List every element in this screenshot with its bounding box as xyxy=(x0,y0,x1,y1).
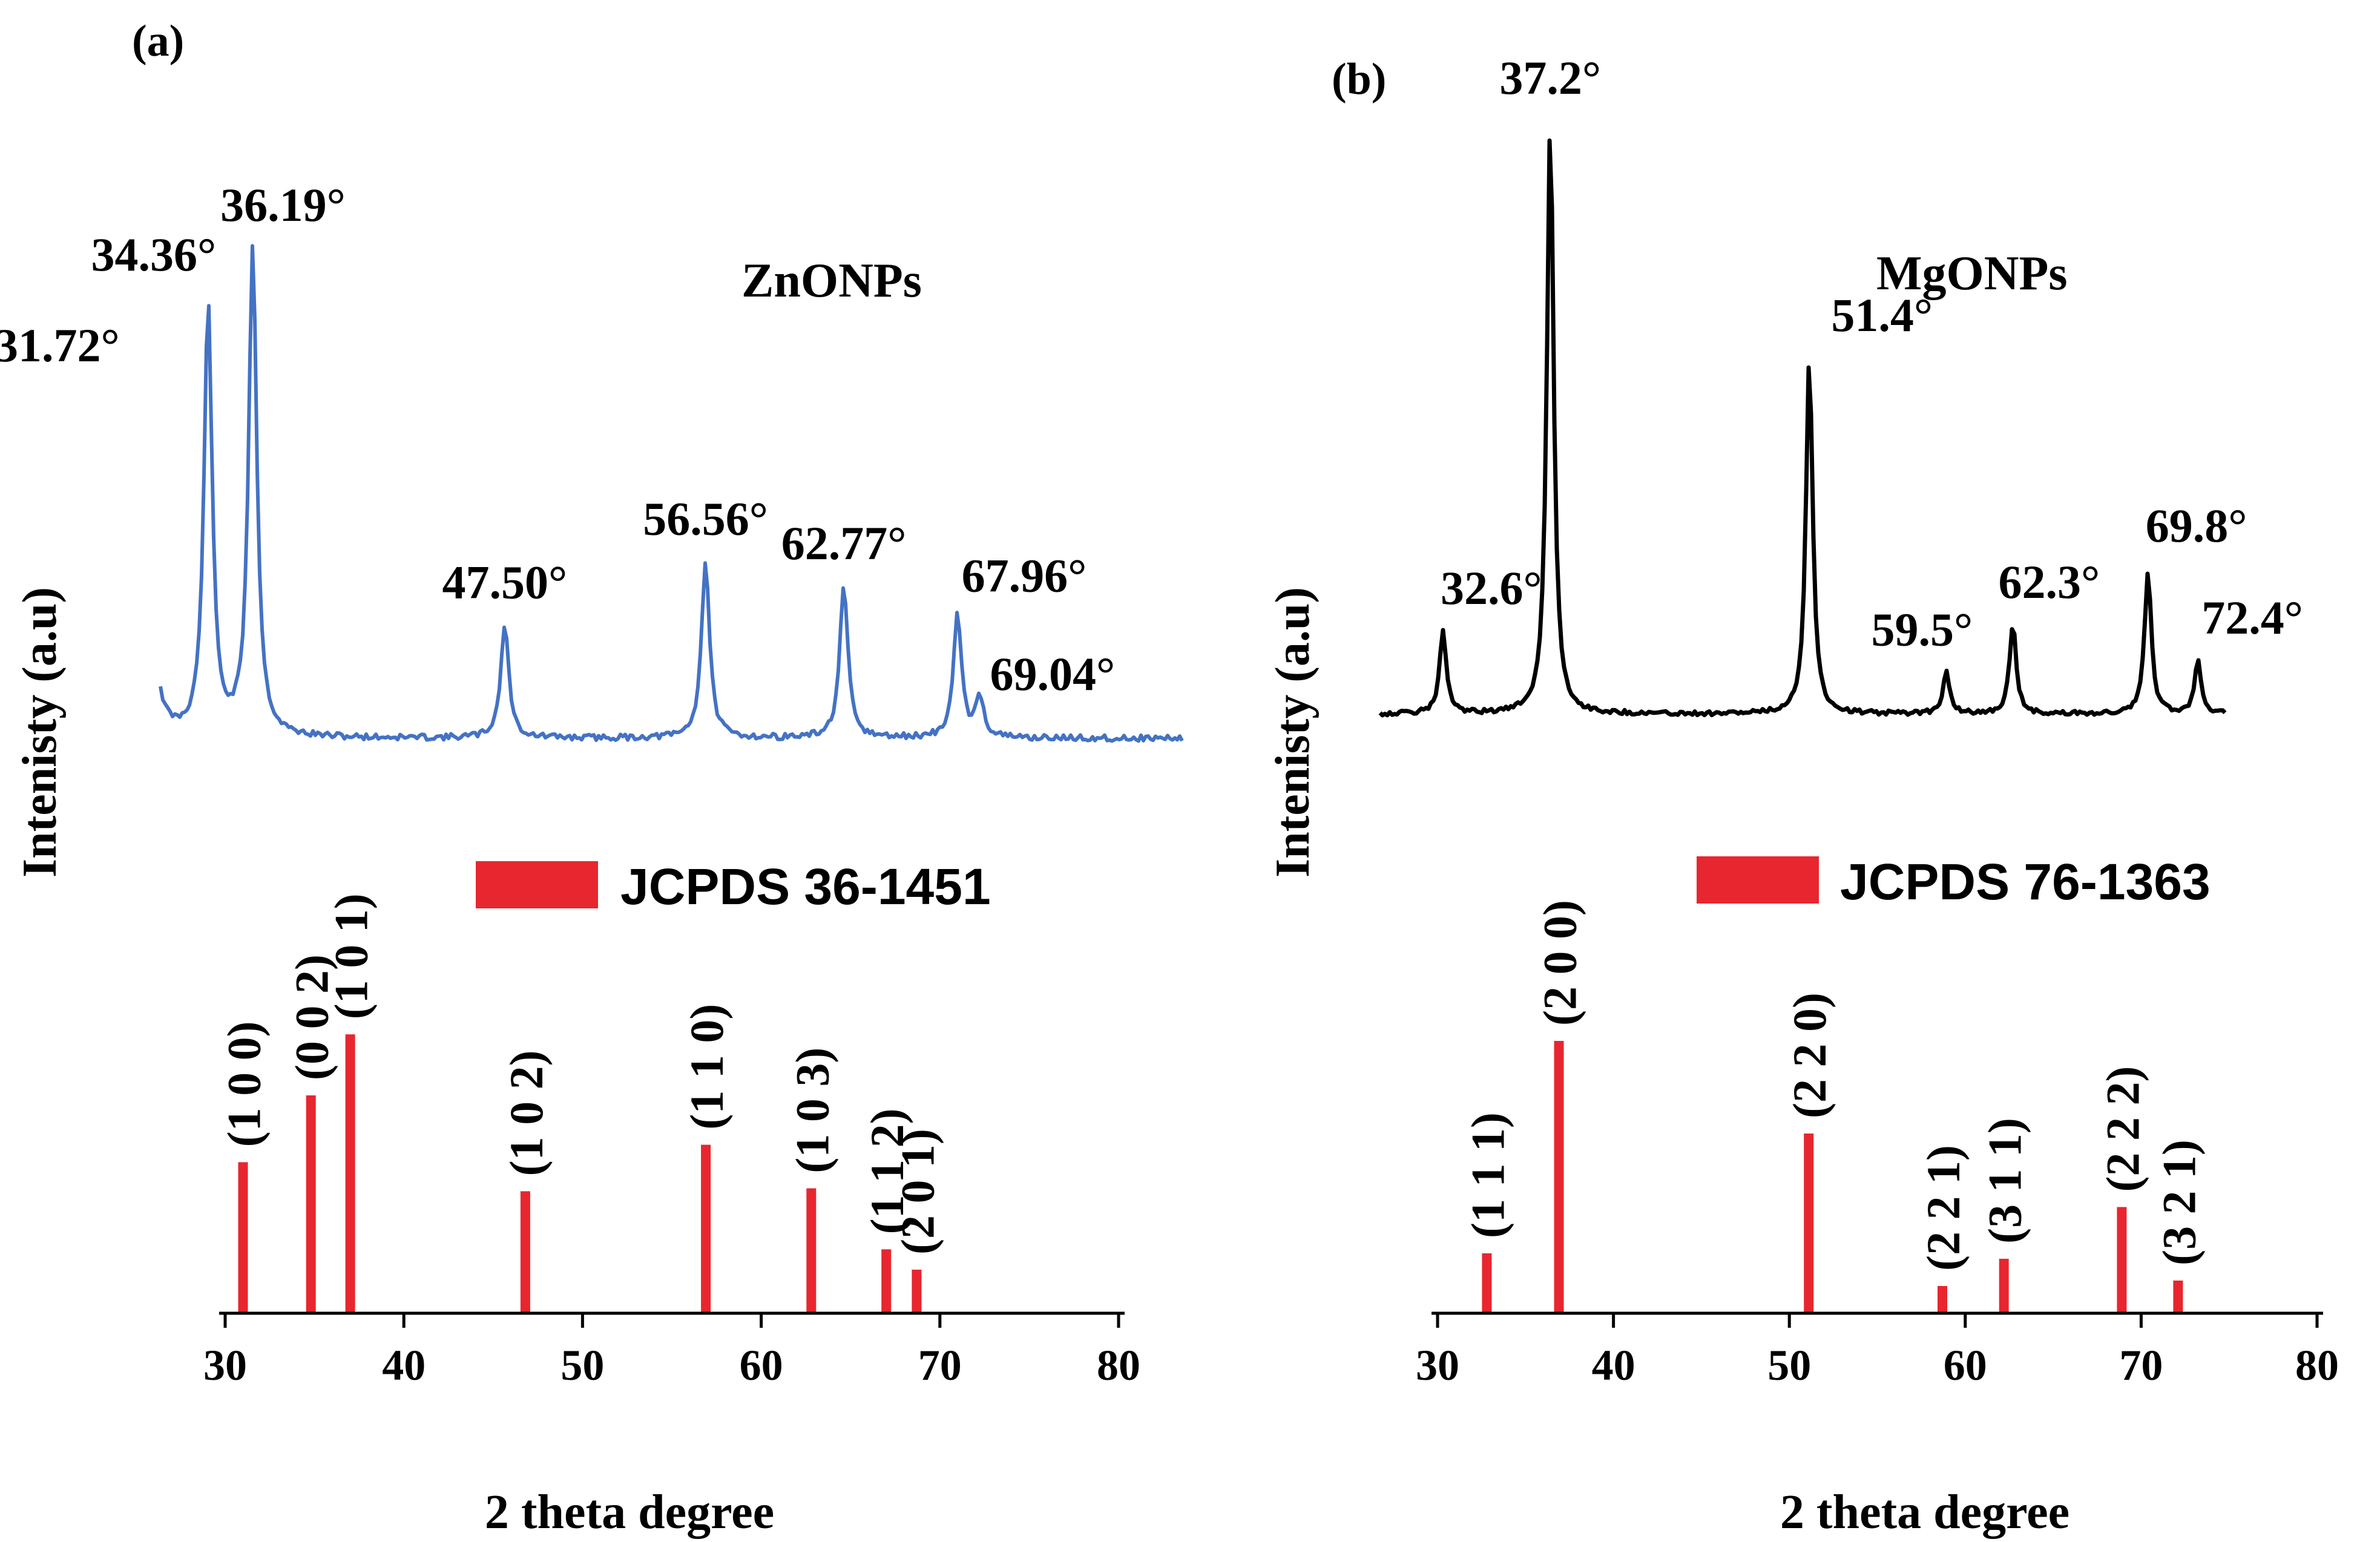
panel-b-peak-label: 37.2° xyxy=(1499,51,1601,104)
panel-a-hkl-label: (1 1 2) xyxy=(861,1108,913,1234)
panel-b-reference-line xyxy=(1554,1041,1564,1313)
panel-b-label: (b) xyxy=(1332,54,1386,104)
panel-a-hkl-label: (1 1 0) xyxy=(680,1004,733,1130)
panel-a-hkl-label: (1 0 0) xyxy=(218,1021,271,1147)
panel-b-hkl-label: (3 2 1) xyxy=(2152,1140,2205,1265)
panel-b-peak-label: 69.8° xyxy=(2146,499,2247,552)
panel-b-legend-swatch xyxy=(1697,856,1819,904)
panel-a-xrd-curve xyxy=(159,244,1184,743)
panel-a-reference-legend: JCPDS 36-1451 xyxy=(476,858,991,915)
panel-b-x-axis: 30 40 50 60 70 80 xyxy=(1416,1311,2339,1389)
panel-b-reference-line xyxy=(1938,1286,1947,1313)
panel-b-reference-line xyxy=(1999,1259,2009,1313)
panel-b-x-tick-label: 60 xyxy=(1944,1341,1987,1389)
panel-a-reference-lines: (1 0 0) (0 0 2)(1 0 1) (1 0 2) (1 1 0) (1 0 … xyxy=(218,893,944,1313)
panel-a-reference-line xyxy=(238,1162,248,1313)
panel-a-sample-label: ZnONPs xyxy=(741,254,922,307)
panel-b-peak-label: 32.6° xyxy=(1441,562,1542,614)
panel-a-reference-line xyxy=(701,1144,711,1313)
panel-a-hkl-label: (2 0 1) xyxy=(891,1129,944,1255)
panel-b: (b) MgONPs Intenisty (a.u) 2 theta degre… xyxy=(1266,51,2339,1539)
panel-a-peak-labels: 31.72° 34.36°36.19° 47.50° 56.56° 62.77° 67.9… xyxy=(0,179,1115,700)
panel-b-reference-legend: JCPDS 76-1363 xyxy=(1697,853,2211,910)
panel-a-reference-line xyxy=(912,1270,922,1313)
panel-a-hkl-label: (1 0 1) xyxy=(325,893,378,1019)
panel-b-reference-line xyxy=(1482,1253,1492,1313)
panel-a-peak-label: 67.96° xyxy=(962,550,1087,602)
panel-a-hkl-label: (1 0 2) xyxy=(500,1050,553,1176)
panel-a-x-axis: 30 40 50 60 70 80 xyxy=(203,1311,1140,1389)
panel-b-peak-label: 51.4° xyxy=(1831,289,1933,341)
panel-b-peak-label: 59.5° xyxy=(1872,603,1973,655)
panel-a-hkl-label: (1 0 3) xyxy=(786,1048,838,1173)
panel-a-peak-label: 47.50° xyxy=(442,556,568,609)
panel-b-reference-line xyxy=(2173,1281,2183,1313)
panel-b-x-axis-title: 2 theta degree xyxy=(1780,1486,2069,1539)
panel-a-reference-line xyxy=(806,1188,817,1313)
panel-b-peak-labels: 32.6° 37.2° 51.4° 59.5° 62.3° 69.8° 72.4° xyxy=(1441,51,2303,655)
panel-a-xrd-pattern xyxy=(159,244,1184,743)
panel-a-peak-label: 34.36° xyxy=(91,228,216,281)
panel-a-label: (a) xyxy=(132,16,184,66)
panel-b-peak-label: 72.4° xyxy=(2201,591,2303,644)
panel-a: (a) ZnONPs Intenisty (a.u) 2 theta degre… xyxy=(0,16,1184,1539)
panel-a-peak-label: 56.56° xyxy=(643,492,768,545)
panel-a-reference-line xyxy=(520,1191,530,1313)
panel-b-xrd-curve xyxy=(1378,138,2227,718)
panel-a-peak-label: 62.77° xyxy=(781,517,907,569)
panel-a-peak-label: 36.19° xyxy=(220,179,346,231)
panel-b-hkl-label: (2 2 0) xyxy=(1783,992,1836,1118)
panel-a-peak-label: 69.04° xyxy=(990,648,1116,700)
panel-b-x-tick-label: 50 xyxy=(1767,1341,1811,1389)
panel-b-y-axis-title: Intenisty (a.u) xyxy=(1266,587,1320,878)
panel-b-hkl-label: (1 1 1) xyxy=(1461,1112,1514,1238)
panel-b-xrd-pattern xyxy=(1378,138,2227,718)
panel-b-x-tick-label: 80 xyxy=(2295,1341,2339,1389)
panel-b-x-tick-label: 40 xyxy=(1592,1341,1635,1389)
panel-b-hkl-label: (2 2 2) xyxy=(2096,1066,2149,1192)
panel-b-sample-label: MgONPs xyxy=(1876,247,2068,300)
panel-a-peak-label: 31.72° xyxy=(0,319,120,372)
panel-a-legend-swatch xyxy=(476,861,598,908)
panel-b-hkl-label: (2 0 0) xyxy=(1534,900,1586,1026)
panel-b-reference-line xyxy=(2117,1207,2127,1313)
panel-b-hkl-label: (3 1 1) xyxy=(1979,1118,2031,1244)
panel-b-x-tick-label: 70 xyxy=(2119,1341,2163,1389)
panel-b-x-tick-label: 30 xyxy=(1416,1341,1459,1389)
panel-a-reference-line xyxy=(881,1249,892,1313)
panel-a-x-axis-title: 2 theta degree xyxy=(485,1486,774,1539)
panel-a-x-tick-label: 80 xyxy=(1097,1341,1140,1389)
panel-b-reference-lines: (1 1 1) (2 0 0) (2 2 0) (2 2 1) (3 1 1) (2 2 … xyxy=(1461,900,2205,1313)
panel-a-y-axis-title: Intenisty (a.u) xyxy=(13,587,67,878)
panel-a-x-tick-label: 50 xyxy=(560,1341,604,1389)
panel-a-x-tick-label: 40 xyxy=(382,1341,426,1389)
panel-a-x-tick-label: 60 xyxy=(740,1341,783,1389)
panel-b-hkl-label: (2 2 1) xyxy=(1917,1145,1970,1271)
panel-a-x-tick-label: 30 xyxy=(203,1341,247,1389)
panel-a-x-tick-label: 70 xyxy=(918,1341,962,1389)
panel-a-hkl-label: (0 0 2) xyxy=(286,954,338,1080)
panel-a-legend-label: JCPDS 36-1451 xyxy=(620,858,991,915)
panel-a-reference-line xyxy=(306,1095,316,1313)
panel-a-reference-line xyxy=(345,1034,355,1313)
panel-b-legend-label: JCPDS 76-1363 xyxy=(1840,853,2211,910)
panel-b-reference-line xyxy=(1804,1134,1814,1313)
panel-b-peak-label: 62.3° xyxy=(1999,556,2100,608)
